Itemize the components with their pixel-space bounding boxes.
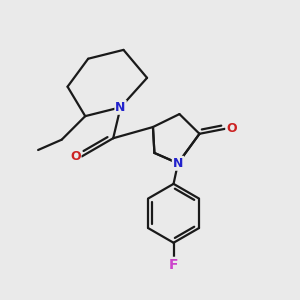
Text: O: O bbox=[70, 150, 80, 163]
Text: N: N bbox=[116, 101, 126, 114]
Text: F: F bbox=[169, 258, 178, 272]
Text: O: O bbox=[226, 122, 237, 135]
Text: N: N bbox=[173, 157, 183, 170]
